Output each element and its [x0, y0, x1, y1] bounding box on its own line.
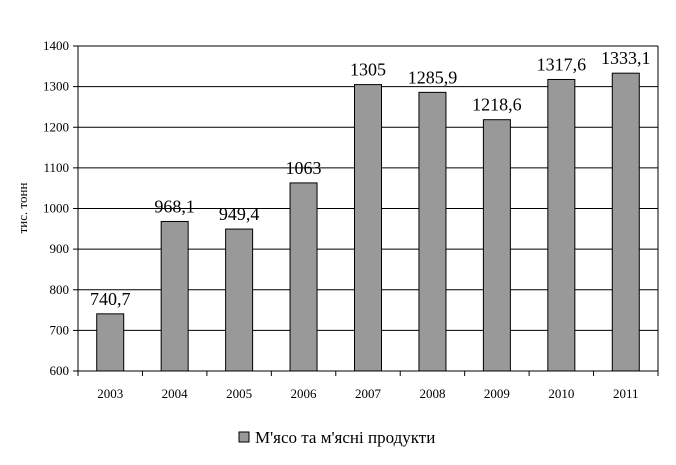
- x-tick-label: 2006: [291, 386, 318, 401]
- data-label: 949,4: [219, 204, 260, 224]
- bar-2007: [354, 84, 382, 372]
- bar-2006: [289, 182, 318, 372]
- x-tick-label: 2010: [548, 386, 574, 401]
- y-tick-label: 1300: [43, 79, 69, 94]
- y-tick-label: 1100: [43, 160, 69, 175]
- bar-2008: [418, 91, 447, 372]
- y-tick-labels: 600 700 800 900 1000 1100 1200 1300 1400: [43, 38, 78, 378]
- y-tick-label: 1200: [43, 119, 69, 134]
- data-label: 968,1: [154, 196, 195, 216]
- legend: М'ясо та м'ясні продукти: [238, 428, 435, 447]
- x-tick-label: 2007: [355, 386, 382, 401]
- bar-2004: [160, 220, 189, 372]
- x-tick-labels: 2003 2004 2005 2006 2007 2008 2009 2010 2011: [77, 371, 659, 401]
- bar-2009: [482, 119, 511, 372]
- y-tick-label: 1000: [43, 201, 69, 216]
- x-tick-label: 2005: [226, 386, 252, 401]
- legend-label: М'ясо та м'ясні продукти: [255, 428, 435, 447]
- bar-2010: [547, 78, 576, 372]
- legend-swatch: [238, 431, 250, 443]
- bar-2011: [611, 72, 640, 372]
- y-axis-label: тис. тонн: [15, 183, 30, 234]
- y-tick-label: 800: [50, 282, 70, 297]
- data-label: 1218,6: [472, 95, 522, 115]
- x-tick-label: 2003: [97, 386, 123, 401]
- data-label: 1285,9: [408, 67, 458, 87]
- bar-2005: [225, 228, 254, 372]
- data-label: 1333,1: [601, 48, 651, 68]
- x-tick-label: 2008: [419, 386, 445, 401]
- data-label: 1317,6: [537, 54, 587, 74]
- x-tick-label: 2011: [613, 386, 639, 401]
- data-label: 1305: [350, 60, 386, 80]
- x-tick-label: 2004: [162, 386, 189, 401]
- y-tick-label: 1400: [43, 38, 69, 53]
- x-tick-label: 2009: [484, 386, 510, 401]
- y-tick-label: 600: [50, 363, 70, 378]
- data-label: 740,7: [90, 289, 131, 309]
- bars: [96, 72, 640, 372]
- y-tick-label: 700: [50, 322, 70, 337]
- data-labels: 740,7 968,1 949,4 1063 1305 1285,9 1218,6 1317,…: [90, 48, 651, 309]
- bar-2003: [96, 313, 125, 372]
- data-label: 1063: [286, 158, 322, 178]
- y-tick-label: 900: [50, 241, 70, 256]
